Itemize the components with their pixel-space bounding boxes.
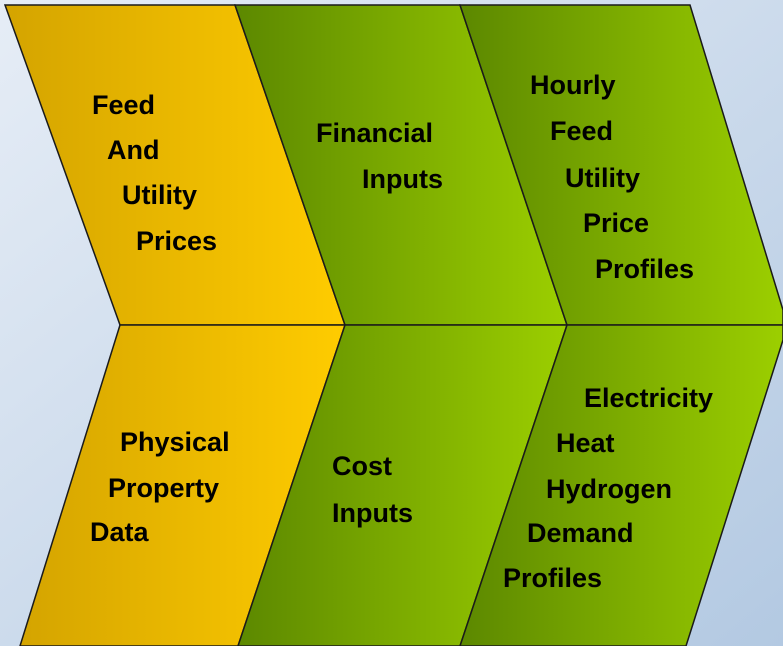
- chevron-bottom-2: [237, 324, 569, 646]
- block-label: Hydrogen: [546, 474, 672, 504]
- block-label: Property: [108, 473, 219, 503]
- block-label: Feed: [550, 116, 613, 146]
- chevron-bottom-3: [459, 324, 783, 646]
- block-label: Heat: [556, 428, 615, 458]
- block-label: Demand: [527, 518, 634, 548]
- chevron-bottom-1: [19, 324, 347, 646]
- block-label: Physical: [120, 427, 230, 457]
- chevron-top-3: [458, 4, 783, 326]
- block-label: And: [107, 135, 159, 165]
- block-label: Utility: [565, 163, 640, 193]
- block-label: Electricity: [584, 383, 713, 413]
- block-label: Hourly: [530, 70, 616, 100]
- block-label: Price: [583, 208, 649, 238]
- block-label: Prices: [136, 226, 217, 256]
- block-label: Inputs: [362, 164, 443, 194]
- block-label: Data: [90, 517, 150, 547]
- block-label: Financial: [316, 118, 433, 148]
- block-label: Feed: [92, 90, 155, 120]
- labels: Feed And Utility Prices Financial Inputs Hourl…: [90, 70, 713, 593]
- block-label: Inputs: [332, 498, 413, 528]
- block-label: Profiles: [595, 254, 694, 284]
- block-label: Cost: [332, 451, 392, 481]
- block-label: Profiles: [503, 563, 602, 593]
- block-label: Utility: [122, 180, 197, 210]
